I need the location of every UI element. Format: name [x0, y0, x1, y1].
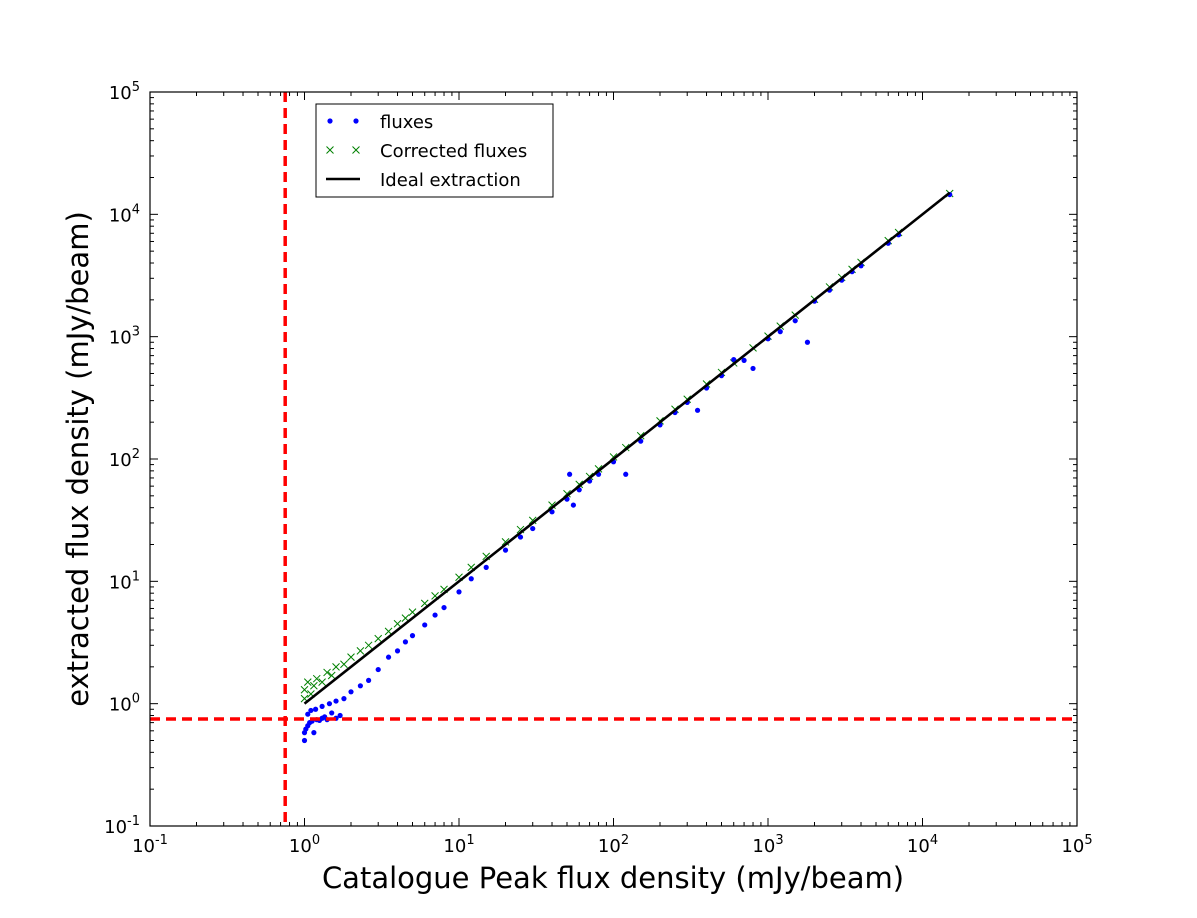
corrected-flux-point-14 — [374, 634, 383, 643]
corrected-flux-point-10 — [340, 660, 348, 669]
corrected-flux-point-11 — [347, 653, 355, 662]
flux-point-36 — [502, 547, 509, 553]
x-tick-label-3: 102 — [598, 833, 629, 857]
y-tick-label-4: 103 — [109, 325, 140, 349]
legend-label-ideal-extraction: Ideal extraction — [380, 170, 521, 191]
x-tick-label-6: 105 — [1061, 833, 1092, 857]
flux-point-14 — [337, 712, 343, 719]
x-tick-label-5: 104 — [907, 833, 938, 857]
flux-point-33 — [456, 589, 462, 595]
x-tick-label-0: 10-1 — [132, 833, 168, 857]
flux-point-23 — [357, 683, 363, 689]
flux-point-29 — [409, 633, 416, 639]
flux-point-28 — [402, 639, 409, 645]
legend-label-corrected-fluxes: Corrected fluxes — [380, 141, 527, 162]
series-ideal-extraction — [303, 191, 951, 705]
x-tick-labels: 10-1 100 101 102 103 104 105 — [132, 833, 1093, 857]
flux-point-55 — [731, 356, 737, 363]
flux-point-39 — [549, 509, 555, 515]
x-tick-label-1: 100 — [289, 833, 320, 857]
legend-marker-fluxes-1 — [353, 118, 359, 124]
corrected-flux-point-12 — [356, 647, 365, 655]
ideal-extraction-line — [303, 191, 951, 705]
y-axis-label: extracted flux density (mJy/beam) — [61, 211, 95, 707]
flux-point-27 — [394, 648, 401, 654]
flux-point-24 — [366, 677, 372, 683]
flux-point-26 — [385, 654, 392, 660]
flux-point-42 — [570, 502, 576, 508]
corrected-flux-point-1 — [300, 685, 309, 694]
flux-point-34 — [468, 576, 474, 582]
corrected-flux-point-18 — [408, 608, 417, 616]
y-tick-labels: 10-1 100 101 102 103 104 105 — [104, 80, 140, 838]
y-tick-label-6: 105 — [109, 80, 140, 104]
axis-ticks — [149, 91, 1078, 827]
y-tick-label-1: 100 — [109, 692, 140, 716]
reference-lines — [150, 92, 1077, 826]
flux-point-17 — [313, 706, 319, 712]
y-tick-label-3: 102 — [109, 447, 140, 471]
flux-point-0 — [301, 737, 308, 744]
corrected-flux-point-6 — [318, 678, 326, 686]
x-axis-label: Catalogue Peak flux density (mJy/beam) — [322, 861, 904, 895]
legend-marker-corrected-1 — [352, 146, 360, 154]
flux-point-59 — [777, 329, 783, 335]
flux-point-20 — [333, 698, 339, 704]
flux-point-16 — [308, 707, 314, 714]
legend: fluxes Corrected fluxes Ideal extraction — [315, 103, 554, 198]
corrected-flux-point-13 — [364, 641, 373, 650]
flux-point-38 — [530, 525, 536, 532]
corrected-flux-point-8 — [327, 671, 336, 680]
flux-point-60 — [792, 318, 798, 324]
flux-point-15 — [305, 711, 311, 717]
corrected-flux-point-9 — [332, 662, 340, 671]
flux-point-19 — [326, 701, 333, 707]
flux-point-57 — [750, 365, 756, 372]
legend-marker-corrected-0 — [326, 146, 334, 154]
x-tick-label-4: 103 — [752, 833, 783, 857]
flux-point-56 — [741, 357, 747, 363]
legend-marker-fluxes-0 — [327, 118, 333, 124]
corrected-flux-point-5 — [312, 674, 321, 683]
flux-point-52 — [694, 407, 701, 413]
flux-point-35 — [483, 564, 489, 570]
flux-point-18 — [319, 703, 325, 709]
flux-point-31 — [432, 612, 438, 618]
corrected-flux-point-7 — [323, 668, 331, 677]
flux-point-32 — [441, 604, 447, 611]
corrected-flux-point-4 — [310, 681, 318, 690]
flux-point-22 — [348, 689, 354, 695]
flux-point-6 — [311, 730, 317, 736]
y-tick-label-5: 104 — [109, 202, 140, 226]
y-tick-label-0: 10-1 — [104, 814, 140, 838]
flux-point-30 — [422, 622, 428, 628]
flux-point-61 — [804, 339, 811, 345]
flux-point-12 — [329, 710, 335, 716]
flux-point-21 — [341, 696, 347, 702]
flux-point-41 — [567, 471, 573, 477]
corrected-flux-point-16 — [393, 619, 402, 628]
flux-point-37 — [517, 534, 524, 540]
flux-point-47 — [623, 471, 629, 477]
corrected-flux-point-2 — [303, 678, 312, 686]
legend-label-fluxes: fluxes — [380, 112, 433, 133]
y-tick-label-2: 101 — [109, 569, 140, 593]
x-tick-label-2: 101 — [443, 833, 474, 857]
flux-point-25 — [375, 666, 381, 673]
legend-markers — [326, 118, 360, 181]
